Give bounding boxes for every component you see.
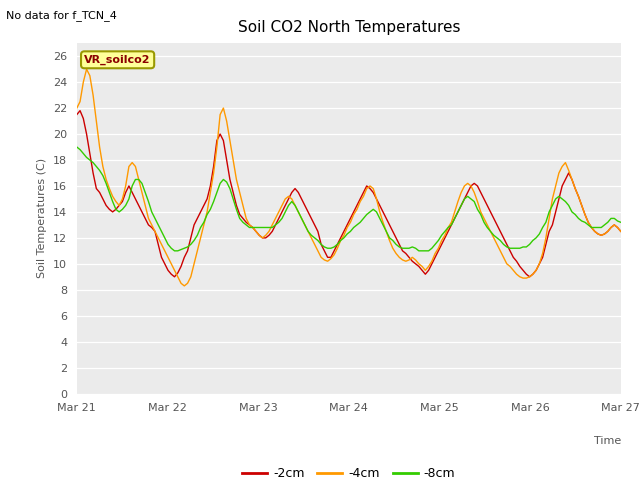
Text: VR_soilco2: VR_soilco2: [84, 55, 151, 65]
Text: No data for f_TCN_4: No data for f_TCN_4: [6, 10, 117, 21]
Legend: -2cm, -4cm, -8cm: -2cm, -4cm, -8cm: [237, 462, 461, 480]
Text: Time: Time: [593, 436, 621, 445]
Y-axis label: Soil Temperatures (C): Soil Temperatures (C): [37, 158, 47, 278]
Title: Soil CO2 North Temperatures: Soil CO2 North Temperatures: [237, 20, 460, 35]
